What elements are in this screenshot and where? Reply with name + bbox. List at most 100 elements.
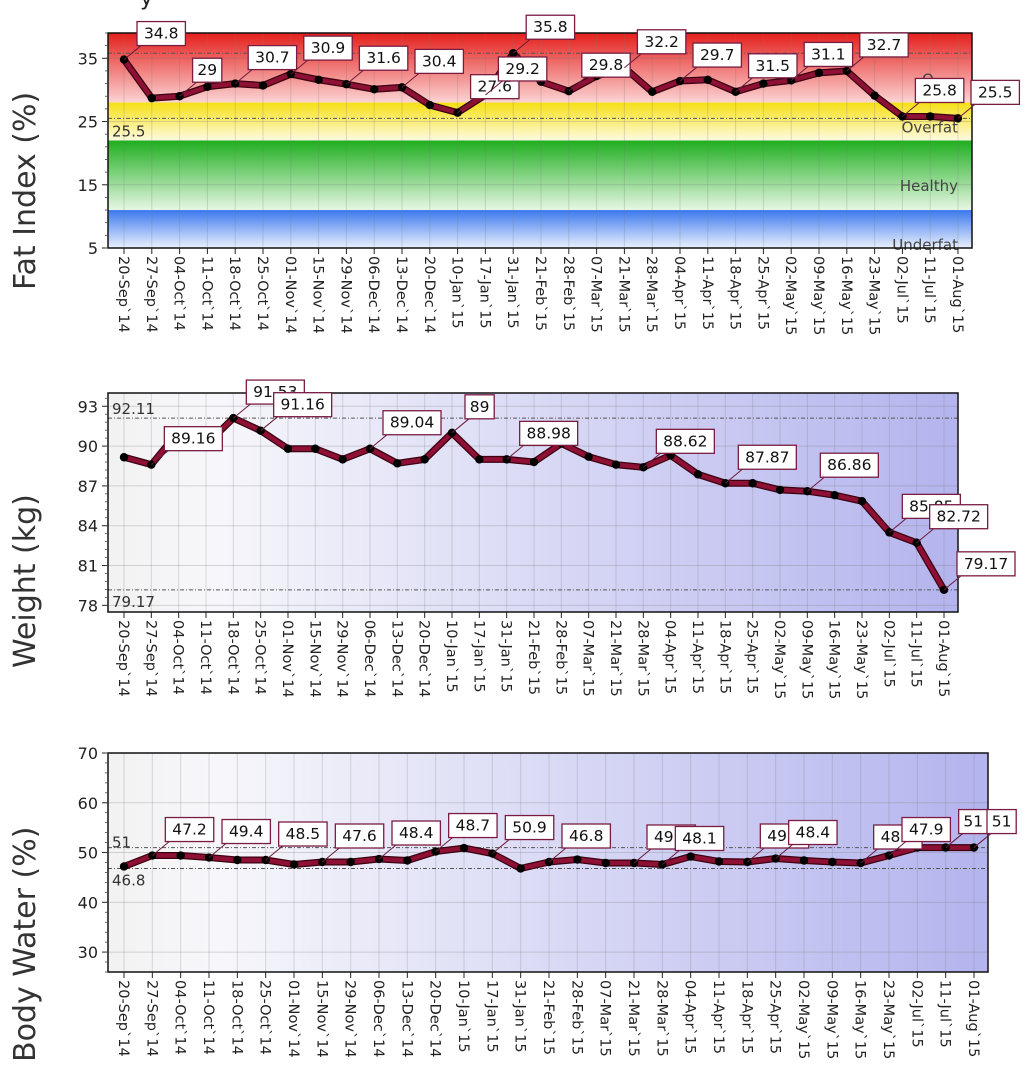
y-tick-label: 35: [78, 49, 98, 68]
data-label-box: [956, 551, 1016, 577]
x-tick-label: 10-Jan`15: [449, 256, 465, 329]
data-label: 47.2: [172, 821, 207, 839]
x-tick-label: 28-Feb`15: [568, 980, 584, 1055]
data-point: [459, 843, 469, 853]
data-label-leader: [151, 450, 169, 466]
data-label-leader: [485, 80, 503, 96]
data-point: [830, 491, 839, 500]
x-tick-label: 13-Dec`14: [393, 256, 409, 333]
data-label-leader: [152, 841, 170, 856]
reference-label: 79.17: [112, 593, 155, 611]
data-label-leader: [889, 517, 907, 533]
data-label-leader: [322, 847, 340, 863]
data-label: 48.5: [286, 825, 321, 843]
y-tick-label: 15: [78, 176, 98, 195]
x-tick-label: 31-Jan`15: [498, 620, 514, 693]
data-label-leader: [568, 76, 587, 92]
data-label-leader: [790, 66, 809, 81]
data-point: [828, 857, 837, 867]
data-label-box: [737, 444, 797, 470]
x-tick-label: 04-Apr`15: [682, 980, 698, 1054]
reference-label: 92.11: [112, 400, 155, 418]
data-label: 48.4: [796, 824, 831, 842]
data-point: [258, 81, 268, 90]
data-label-leader: [457, 98, 475, 114]
data-label-box: [221, 818, 272, 845]
x-tick-label: 21-Feb`15: [540, 980, 556, 1055]
data-label-leader: [548, 847, 567, 863]
data-point: [176, 851, 185, 860]
x-tick-label: 17-Jan`15: [483, 980, 499, 1053]
x-tick-label: 06-Dec`14: [370, 980, 386, 1057]
body-water-chart: 51 46.8 30 40 50 60 70 20-Sep`14 27-Sep`14 04-Oct…: [78, 744, 1017, 1059]
data-label-leader: [506, 444, 524, 460]
x-tick-label: 29-Nov`14: [342, 980, 358, 1058]
data-label-box: [163, 426, 223, 452]
data-label-leader: [401, 72, 420, 88]
x-tick-label: 09-May`15: [823, 980, 839, 1059]
y-tick-label: 81: [78, 557, 98, 576]
data-label-leader: [945, 833, 963, 848]
data-label: 51: [963, 813, 983, 831]
x-tick-label: 01-Nov`14: [285, 980, 301, 1058]
data-label: 46.8: [569, 827, 604, 845]
x-tick-label: 18-Oct`14: [224, 620, 240, 695]
data-label-box: [464, 394, 495, 420]
x-tick-label: 10-Jan`15: [443, 620, 459, 693]
data-label-leader: [888, 841, 907, 856]
data-label-leader: [346, 69, 364, 85]
y-tick-label: 30: [78, 943, 98, 962]
x-tick-label: 27-Sep`14: [143, 256, 159, 333]
data-label-box: [803, 41, 854, 68]
data-label-leader: [265, 845, 283, 861]
data-label: 34.8: [144, 25, 179, 43]
data-point: [289, 860, 299, 869]
data-point: [233, 855, 242, 865]
data-label-leader: [260, 416, 278, 432]
data-label: 32.7: [867, 36, 902, 54]
weight-axis-title: Weight (kg): [8, 494, 43, 668]
data-label-leader: [633, 848, 652, 864]
data-label: 89.04: [390, 414, 434, 432]
x-tick-label: 29-Nov`14: [334, 620, 350, 698]
data-label-leader: [902, 102, 920, 117]
x-tick-label: 15-Nov`14: [306, 620, 322, 698]
data-label-leader: [492, 839, 510, 854]
x-tick-label: 02-May`15: [782, 256, 798, 335]
data-point: [475, 455, 484, 464]
data-label-box: [970, 79, 1021, 106]
data-point: [119, 453, 129, 462]
zone-overfat: [108, 102, 972, 141]
y-tick-label: 70: [78, 744, 98, 763]
x-tick-label: 27-Sep`14: [143, 980, 159, 1057]
x-tick-label: 23-May`15: [866, 256, 882, 335]
x-tick-label: 11-Jul`15: [937, 980, 953, 1048]
x-tick-label: 13-Dec`14: [398, 980, 414, 1057]
data-point: [516, 864, 525, 873]
data-point: [857, 496, 867, 506]
data-label-box: [636, 29, 687, 55]
data-label: 47.9: [909, 821, 944, 839]
data-label-box: [674, 825, 725, 852]
data-label-leader: [378, 844, 397, 860]
x-tick-label: 06-Dec`14: [365, 256, 381, 333]
x-tick-label: 21-Mar`15: [625, 980, 641, 1057]
x-tick-label: 23-May`15: [880, 980, 896, 1059]
data-label: 49.4: [229, 823, 264, 841]
data-point: [693, 470, 703, 479]
data-label: 48.7: [456, 817, 491, 835]
data-point: [573, 855, 582, 864]
data-label: 89.16: [171, 430, 215, 448]
y-tick-label: 25: [78, 113, 98, 132]
x-tick-label: 04-Apr`15: [671, 256, 687, 330]
reference-label: 46.8: [112, 871, 145, 889]
data-point: [393, 459, 402, 468]
x-tick-label: 20-Sep`14: [115, 980, 131, 1057]
data-point: [425, 100, 434, 110]
data-label: 47.6: [342, 827, 377, 845]
data-point: [584, 452, 593, 461]
data-label: 82.72: [936, 508, 980, 526]
data-label-leader: [233, 403, 251, 419]
reference-label: 51: [112, 834, 131, 852]
data-label: 88.62: [663, 432, 707, 450]
